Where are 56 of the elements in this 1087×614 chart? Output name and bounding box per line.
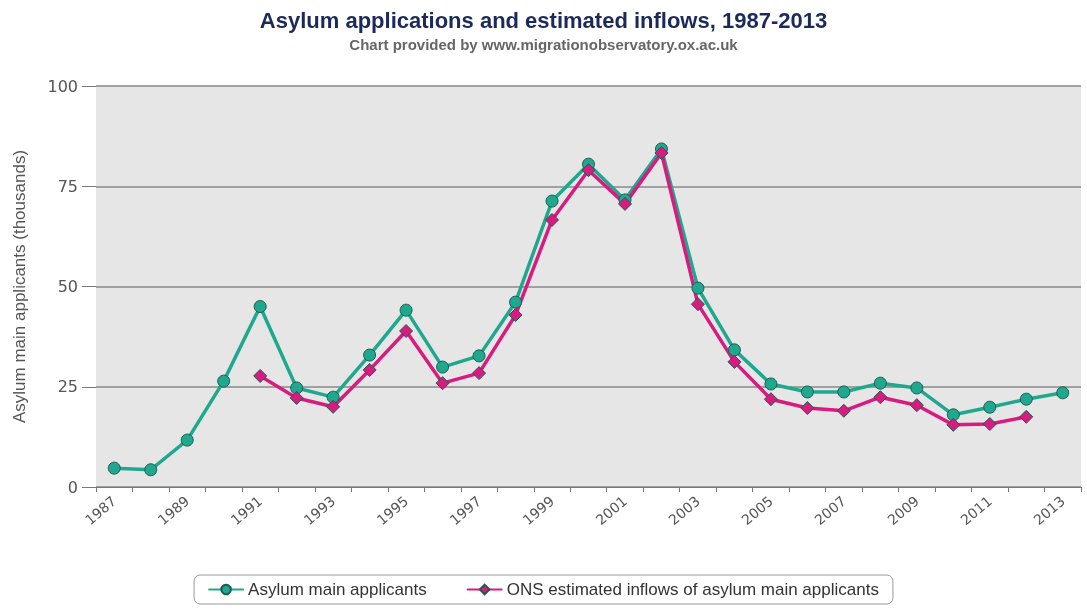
point [1019, 409, 1034, 424]
chart-title: Asylum applications and estimated inflows, 1987-2013 [259, 7, 828, 33]
point [946, 417, 961, 432]
point [837, 385, 851, 399]
legend-label: ONS estimated inflows of asylum main applicants [506, 580, 879, 599]
point [107, 461, 121, 475]
point [399, 324, 414, 339]
point [873, 376, 887, 390]
point [836, 403, 851, 418]
point [545, 212, 560, 227]
point [800, 401, 815, 415]
point [253, 368, 268, 383]
point [910, 381, 924, 395]
point [764, 377, 778, 391]
point [690, 297, 705, 312]
point [982, 417, 997, 432]
point [508, 307, 523, 322]
point [217, 374, 231, 388]
point [983, 400, 997, 414]
point [1019, 392, 1033, 406]
point [436, 360, 450, 374]
point [399, 303, 413, 317]
point [472, 349, 486, 363]
point [763, 392, 778, 407]
point [617, 196, 632, 211]
y-axis-title: Asylum main applicants (thousands) [10, 149, 29, 424]
point [472, 366, 487, 381]
point [946, 408, 960, 422]
point [1056, 386, 1070, 400]
point [363, 348, 377, 362]
point [509, 295, 523, 309]
point [144, 463, 158, 477]
point [909, 398, 924, 413]
point [326, 399, 341, 414]
legend-label: Asylum main applicants [248, 580, 427, 599]
point [180, 433, 194, 447]
y-tick-label: 0 [67, 477, 78, 497]
point [326, 390, 340, 404]
point [362, 362, 377, 377]
point [654, 145, 669, 160]
point [545, 194, 559, 208]
point [873, 390, 888, 405]
point [581, 163, 596, 178]
point [253, 300, 267, 314]
point [691, 281, 705, 295]
point [290, 381, 304, 395]
chart-subtitle: Chart provided by www.migrationobservatory.ox.ac.uk [349, 36, 739, 53]
point [289, 390, 304, 405]
y-tick-label: 50 [57, 277, 78, 296]
point [800, 385, 814, 399]
y-tick-label: 100 [47, 76, 78, 96]
point [435, 376, 450, 391]
y-tick-label: 75 [57, 176, 78, 196]
point [727, 354, 742, 369]
point [727, 343, 741, 357]
y-tick-label: 25 [57, 377, 78, 397]
